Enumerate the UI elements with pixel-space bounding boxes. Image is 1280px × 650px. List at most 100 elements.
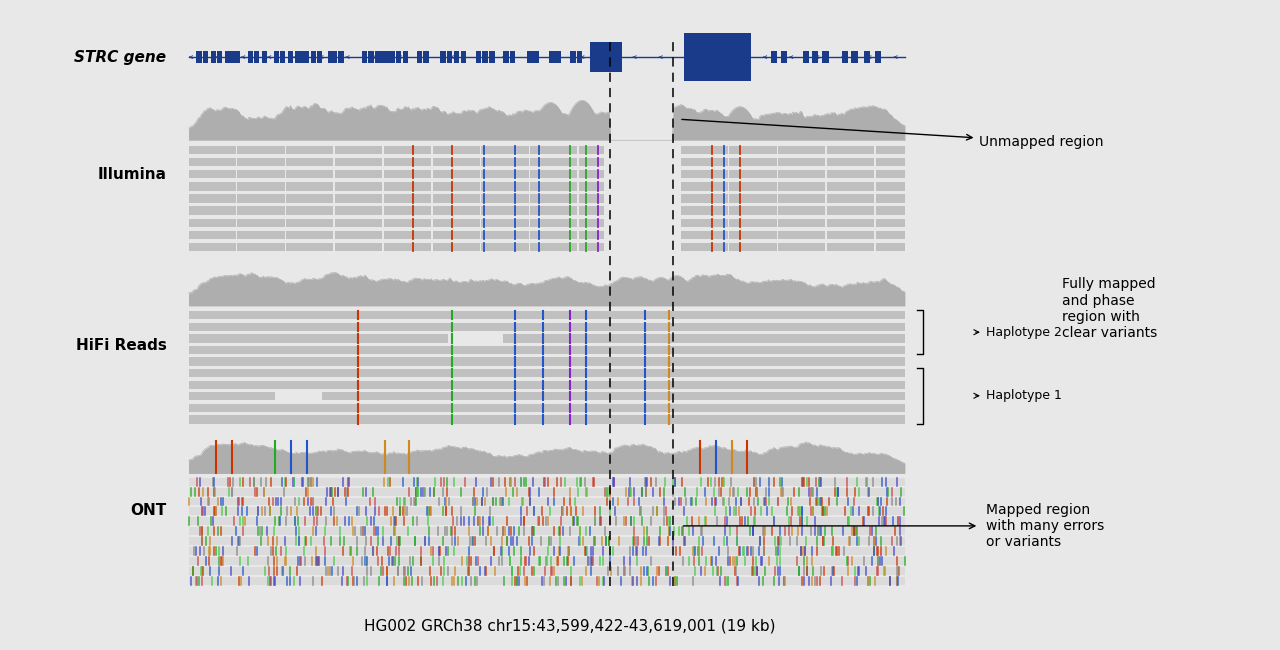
Bar	[188, 146, 236, 154]
Bar	[188, 508, 905, 515]
Bar	[527, 51, 532, 63]
Bar	[579, 158, 604, 166]
Bar	[300, 51, 308, 63]
Bar	[237, 170, 284, 178]
Bar	[287, 242, 333, 251]
Bar	[188, 404, 905, 412]
Bar	[433, 170, 480, 178]
Bar	[778, 218, 826, 227]
Bar	[481, 170, 529, 178]
Text: HG002 GRCh38 chr15:43,599,422-43,619,001 (19 kb): HG002 GRCh38 chr15:43,599,422-43,619,001…	[364, 619, 776, 634]
Bar	[778, 207, 826, 215]
Bar	[369, 51, 374, 63]
Bar	[730, 231, 777, 239]
Text: Haplotype 1: Haplotype 1	[974, 389, 1061, 402]
Bar	[489, 51, 495, 63]
Bar	[440, 51, 445, 63]
Bar	[338, 51, 343, 63]
Bar	[384, 158, 431, 166]
Bar	[380, 51, 390, 63]
Bar	[287, 158, 333, 166]
Bar	[335, 194, 383, 203]
Bar	[188, 497, 905, 506]
Bar	[188, 218, 236, 227]
Bar	[211, 51, 216, 63]
Bar	[454, 51, 460, 63]
Bar	[579, 218, 604, 227]
Bar	[681, 170, 728, 178]
Bar	[196, 51, 202, 63]
Bar	[311, 51, 316, 63]
Bar	[851, 51, 858, 63]
Bar	[590, 42, 622, 72]
Bar	[476, 51, 481, 63]
Bar	[384, 218, 431, 227]
Bar	[534, 51, 539, 63]
Bar	[579, 242, 604, 251]
Bar	[503, 334, 905, 343]
Bar	[876, 182, 905, 190]
Bar	[681, 218, 728, 227]
Bar	[188, 478, 905, 486]
Bar	[778, 182, 826, 190]
Bar	[579, 194, 604, 203]
Bar	[433, 182, 480, 190]
Bar	[681, 242, 728, 251]
Bar	[481, 231, 529, 239]
Bar	[864, 51, 870, 63]
Bar	[237, 218, 284, 227]
Bar	[396, 51, 401, 63]
Bar	[876, 194, 905, 203]
Bar	[188, 182, 236, 190]
Bar	[389, 51, 394, 63]
Bar	[433, 207, 480, 215]
Bar	[778, 242, 826, 251]
Bar	[384, 194, 431, 203]
Bar	[827, 182, 874, 190]
Bar	[335, 170, 383, 178]
Bar	[384, 182, 431, 190]
Bar	[216, 51, 223, 63]
Bar	[681, 158, 728, 166]
Bar	[481, 146, 529, 154]
Bar	[530, 182, 577, 190]
Bar	[778, 158, 826, 166]
Text: Illumina: Illumina	[97, 167, 166, 182]
Bar	[530, 158, 577, 166]
Bar	[237, 207, 284, 215]
Bar	[812, 51, 818, 63]
Bar	[503, 51, 509, 63]
Bar	[237, 182, 284, 190]
Bar	[509, 51, 516, 63]
Bar	[188, 488, 905, 495]
Bar	[188, 527, 905, 536]
Bar	[481, 182, 529, 190]
Bar	[188, 557, 905, 565]
Bar	[876, 207, 905, 215]
Bar	[417, 51, 422, 63]
Bar	[230, 51, 239, 63]
Text: Haplotype 2: Haplotype 2	[974, 326, 1061, 339]
Bar	[730, 182, 777, 190]
Bar	[827, 218, 874, 227]
Bar	[461, 51, 466, 63]
Bar	[188, 158, 236, 166]
Bar	[384, 231, 431, 239]
Bar	[730, 194, 777, 203]
Bar	[433, 231, 480, 239]
Bar	[335, 158, 383, 166]
Bar	[188, 380, 905, 389]
Text: HiFi Reads: HiFi Reads	[76, 338, 166, 353]
Bar	[827, 146, 874, 154]
Bar	[287, 231, 333, 239]
Bar	[188, 346, 905, 354]
Bar	[335, 207, 383, 215]
Bar	[827, 242, 874, 251]
Text: Fully mapped
and phase
region with
clear variants: Fully mapped and phase region with clear…	[1062, 278, 1157, 340]
Bar	[237, 242, 284, 251]
Bar	[730, 218, 777, 227]
Bar	[681, 207, 728, 215]
Bar	[781, 51, 787, 63]
Bar	[681, 194, 728, 203]
Bar	[261, 51, 268, 63]
